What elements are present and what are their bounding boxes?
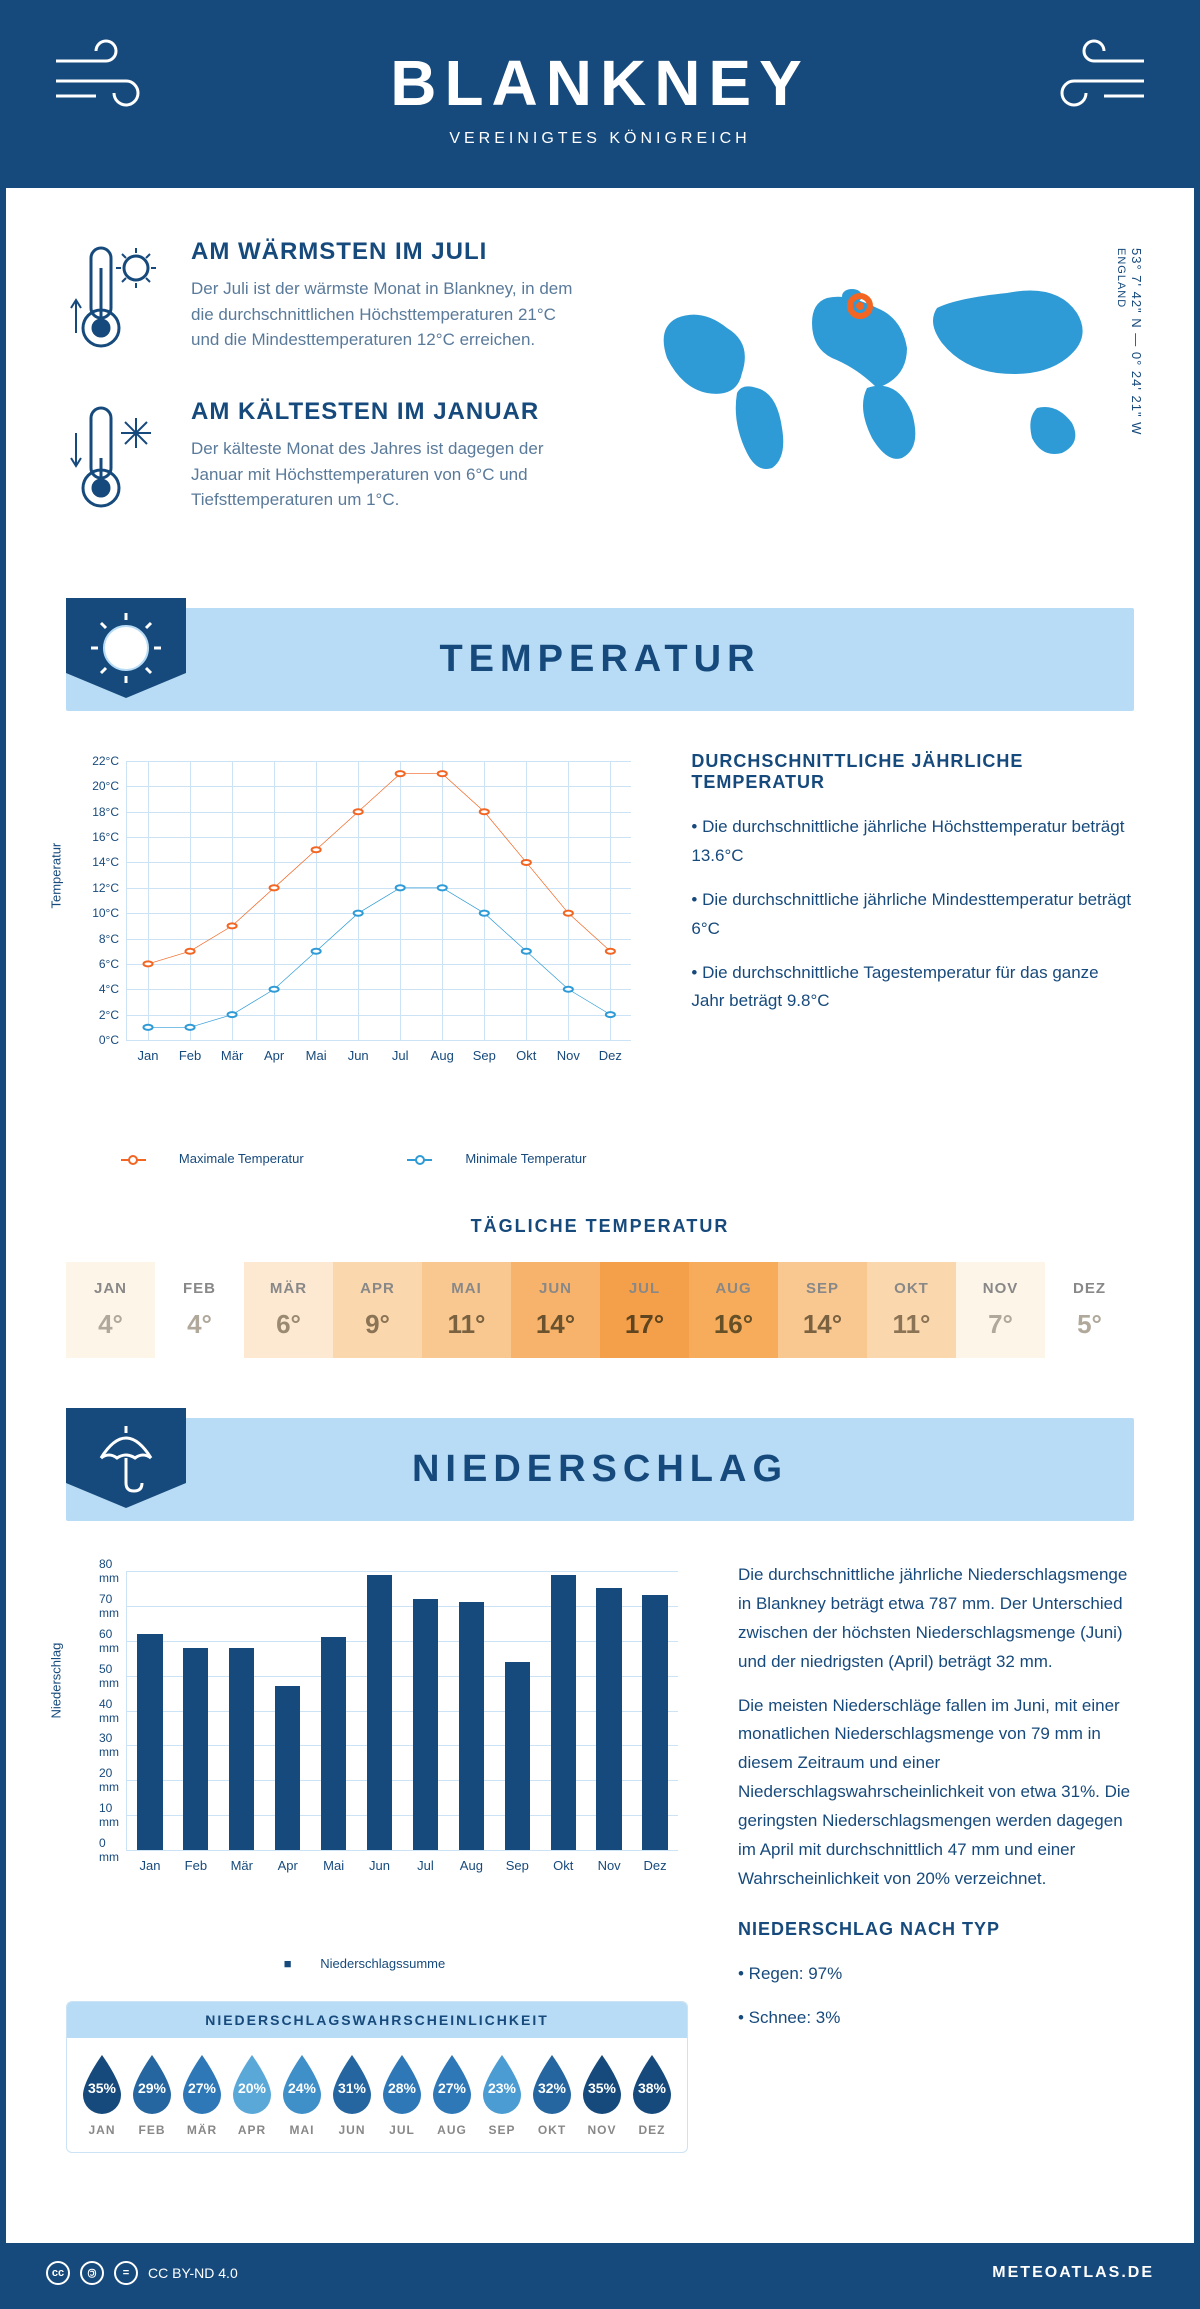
thermometer-sun-icon	[66, 238, 166, 363]
daily-temp-table: JAN4°FEB4°MÄR6°APR9°MAI11°JUN14°JUL17°AU…	[66, 1262, 1134, 1358]
temp-summary: DURCHSCHNITTLICHE JÄHRLICHE TEMPERATUR •…	[691, 751, 1134, 1166]
precip-legend: ■ Niederschlagssumme	[66, 1956, 688, 1971]
license: cc 🄯 = CC BY-ND 4.0	[46, 2261, 238, 2285]
wind-icon	[1034, 36, 1154, 121]
precipitation-chart: Niederschlag 0 mm10 mm20 mm30 mm40 mm50 …	[66, 1561, 688, 1901]
site-name: METEOATLAS.DE	[992, 2264, 1154, 2282]
precip-summary: Die durchschnittliche jährliche Niedersc…	[738, 1561, 1134, 2153]
umbrella-icon	[66, 1408, 186, 1508]
page-subtitle: VEREINIGTES KÖNIGREICH	[26, 130, 1174, 148]
nd-icon: =	[114, 2261, 138, 2285]
cc-icon: cc	[46, 2261, 70, 2285]
world-map-icon	[620, 238, 1134, 498]
temp-legend: Maximale Temperatur Minimale Temperatur	[66, 1151, 641, 1166]
precip-heading: NIEDERSCHLAG	[96, 1448, 1104, 1491]
daily-temp-title: TÄGLICHE TEMPERATUR	[66, 1216, 1134, 1237]
footer: cc 🄯 = CC BY-ND 4.0 METEOATLAS.DE	[6, 2243, 1194, 2303]
precip-probability: NIEDERSCHLAGSWAHRSCHEINLICHKEIT 35%JAN29…	[66, 2001, 688, 2153]
page-title: BLANKNEY	[26, 46, 1174, 120]
thermometer-snow-icon	[66, 398, 166, 523]
precip-section-banner: NIEDERSCHLAG	[66, 1418, 1134, 1521]
warm-title: AM WÄRMSTEN IM JULI	[191, 238, 580, 266]
warm-fact: AM WÄRMSTEN IM JULI Der Juli ist der wär…	[66, 238, 580, 363]
temperature-chart: Temperatur 0°C2°C4°C6°C8°C10°C12°C14°C16…	[66, 751, 641, 1091]
cold-title: AM KÄLTESTEN IM JANUAR	[191, 398, 580, 426]
warm-text: Der Juli ist der wärmste Monat in Blankn…	[191, 276, 580, 353]
temp-heading: TEMPERATUR	[96, 638, 1104, 681]
temp-section-banner: TEMPERATUR	[66, 608, 1134, 711]
cold-fact: AM KÄLTESTEN IM JANUAR Der kälteste Mona…	[66, 398, 580, 523]
sun-icon	[66, 598, 186, 698]
header: BLANKNEY VEREINIGTES KÖNIGREICH	[6, 6, 1194, 188]
by-icon: 🄯	[80, 2261, 104, 2285]
wind-icon	[46, 36, 166, 121]
cold-text: Der kälteste Monat des Jahres ist dagege…	[191, 436, 580, 513]
coordinates: 53° 7' 42" N — 0° 24' 21" WENGLAND	[1114, 248, 1144, 435]
